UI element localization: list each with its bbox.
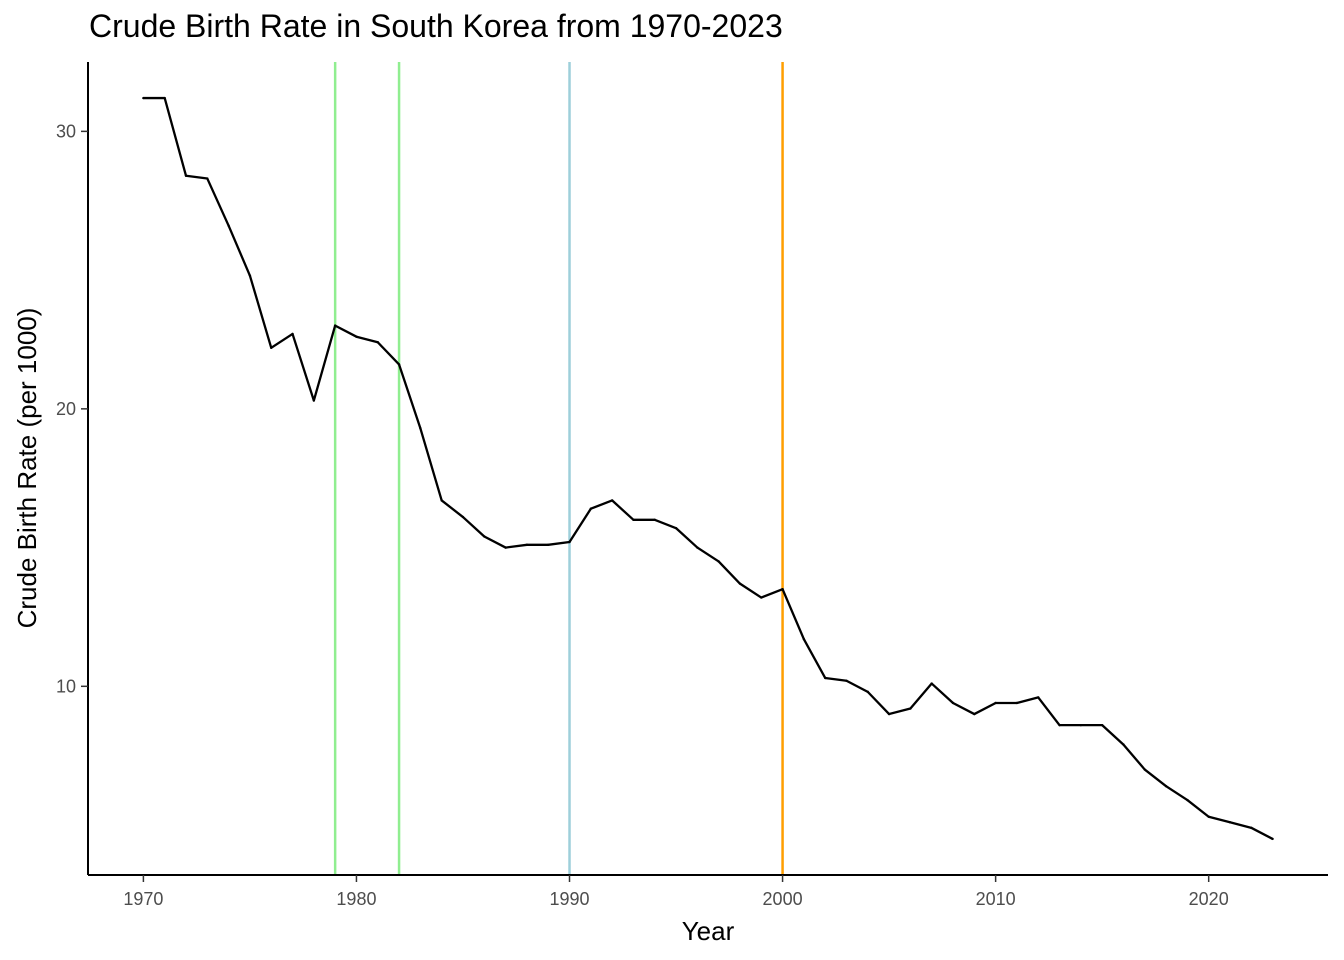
data-point-2003 <box>845 679 848 682</box>
data-point-1997 <box>717 560 720 563</box>
data-point-2021 <box>1228 821 1232 824</box>
y-axis-title: Crude Birth Rate (per 1000) <box>12 308 42 629</box>
x-tick-label-1970: 1970 <box>123 889 163 909</box>
data-point-1991 <box>589 507 593 510</box>
data-point-1971 <box>163 96 166 100</box>
data-point-1979 <box>333 324 337 327</box>
axes <box>87 62 1328 876</box>
data-point-1988 <box>525 543 529 547</box>
data-point-1986 <box>483 535 486 538</box>
data-point-1977 <box>291 332 294 336</box>
x-tick-label-1990: 1990 <box>549 889 589 909</box>
data-point-2000 <box>781 588 784 591</box>
data-point-1982 <box>397 363 401 366</box>
x-tick-label-2010: 2010 <box>976 889 1016 909</box>
data-point-1975 <box>248 274 252 277</box>
data-point-1976 <box>270 346 273 349</box>
data-point-2023 <box>1271 837 1274 841</box>
data-point-2002 <box>823 676 827 680</box>
series-line-0 <box>143 96 1274 840</box>
data-point-1998 <box>738 582 742 585</box>
data-point-1994 <box>653 518 656 522</box>
data-point-1980 <box>355 335 358 338</box>
data-point-1996 <box>696 546 699 549</box>
y-tick-label-20: 20 <box>56 399 76 419</box>
reference-lines <box>333 62 784 875</box>
x-tick-label-1980: 1980 <box>336 889 376 909</box>
x-ticks: 1970 1980 1990 2000 2010 2020 <box>123 875 1229 909</box>
y-tick-label-30: 30 <box>56 121 76 141</box>
data-point-2012 <box>1037 696 1040 699</box>
data-point-1995 <box>674 526 678 530</box>
data-point-2020 <box>1207 815 1210 818</box>
x-tick-label-2000: 2000 <box>763 889 803 909</box>
x-axis-title: Year <box>682 916 735 946</box>
x-tick-label-2020: 2020 <box>1189 889 1229 909</box>
data-point-1974 <box>227 224 230 227</box>
data-point-1993 <box>632 518 635 522</box>
data-point-1987 <box>504 546 507 549</box>
data-point-1999 <box>760 596 763 599</box>
data-point-2022 <box>1250 826 1253 830</box>
data-point-1983 <box>419 427 422 430</box>
y-tick-label-10: 10 <box>56 676 76 696</box>
data-point-2016 <box>1122 743 1125 746</box>
data-point-1972 <box>184 174 188 177</box>
data-point-1978 <box>312 399 316 402</box>
data-point-2006 <box>909 707 912 710</box>
data-point-2018 <box>1164 785 1168 788</box>
data-point-1981 <box>376 341 379 344</box>
data-point-1973 <box>206 177 209 180</box>
series-group <box>142 96 1274 841</box>
data-point-2013 <box>1058 723 1061 727</box>
data-point-1984 <box>440 499 443 502</box>
data-point-2017 <box>1143 768 1146 771</box>
data-point-2007 <box>930 682 933 685</box>
data-point-2004 <box>866 690 869 694</box>
data-point-1989 <box>547 543 550 547</box>
chart-title: Crude Birth Rate in South Korea from 197… <box>89 8 783 44</box>
data-point-2001 <box>802 637 806 641</box>
data-point-2009 <box>973 712 976 716</box>
data-point-2010 <box>994 701 997 705</box>
data-point-2019 <box>1186 798 1189 802</box>
data-point-1992 <box>610 499 614 502</box>
data-point-2008 <box>951 701 955 705</box>
data-point-2005 <box>887 712 891 716</box>
data-point-2011 <box>1015 701 1019 705</box>
data-point-1970 <box>142 96 145 100</box>
data-point-2014 <box>1079 723 1083 727</box>
data-point-1985 <box>461 515 465 519</box>
data-point-1990 <box>568 540 571 544</box>
data-point-2015 <box>1100 723 1104 727</box>
y-ticks: 10 20 30 <box>56 121 88 696</box>
